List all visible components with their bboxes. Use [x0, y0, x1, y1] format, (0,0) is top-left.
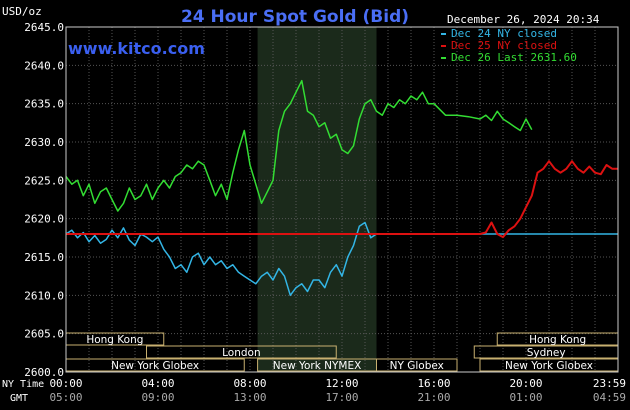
gmt-label: GMT [10, 393, 28, 404]
session-label: London [222, 347, 261, 359]
legend-entry: Dec 26 Last 2631.60 [451, 51, 577, 64]
x-tick-label-gmt: 13:00 [233, 391, 266, 404]
y-tick-label: 2640.0 [24, 59, 64, 72]
x-tick-label-ny: 00:00 [49, 377, 82, 390]
session-label: Hong Kong [86, 334, 143, 346]
session-label: Sydney [527, 347, 566, 359]
plot-frame [65, 26, 619, 373]
y-tick-label: 2600.0 [24, 366, 64, 379]
y-tick-label: 2645.0 [24, 21, 64, 34]
ny-time-label: NY Time [2, 379, 44, 390]
x-tick-label-ny: 08:00 [233, 377, 266, 390]
legend-swatch [441, 57, 446, 59]
x-tick-label-gmt: 09:00 [141, 391, 174, 404]
session-label: New York NYMEX [273, 360, 362, 372]
grid-lines [66, 27, 618, 372]
x-tick-label-ny: 23:59 [593, 377, 626, 390]
session-label: New York Globex [111, 360, 199, 372]
session-bar [376, 358, 458, 372]
session-label: New York Globex [505, 360, 593, 372]
series-line-dec-26 [65, 79, 533, 212]
x-tick-label-gmt: 17:00 [325, 391, 358, 404]
legend-entry: Dec 25 NY closed [451, 39, 557, 52]
y-tick-label: 2630.0 [24, 136, 64, 149]
price-series [65, 79, 618, 297]
nymex-session-shading [257, 27, 377, 372]
kitco-watermark: www.kitco.com [68, 39, 205, 58]
y-tick-label: 2635.0 [24, 98, 64, 111]
y-tick-label: 2610.0 [24, 289, 64, 302]
session-bar [146, 345, 337, 359]
x-tick-label-ny: 16:00 [417, 377, 450, 390]
series-line-dec-25 [66, 160, 618, 239]
y-axis-ticks: 2645.0 2640.0 2635.0 2630.0 2625.0 2620.0 2615… [24, 21, 64, 379]
chart-timestamp: December 26, 2024 20:34 [447, 13, 600, 26]
x-tick-label-ny: 12:00 [325, 377, 358, 390]
legend-swatch [441, 45, 446, 47]
x-tick-label-ny: 04:00 [141, 377, 174, 390]
x-tick-label-gmt: 21:00 [417, 391, 450, 404]
x-tick-label-gmt: 05:00 [49, 391, 82, 404]
session-label: NY Globex [390, 360, 444, 372]
session-label: Hong Kong [529, 334, 586, 346]
y-tick-label: 2625.0 [24, 174, 64, 187]
x-tick-label-ny: 20:00 [509, 377, 542, 390]
x-axis-ticks: 00:00 04:00 08:00 12:00 16:00 20:00 23:59 05:00… [49, 377, 626, 404]
nymex-shade [257, 27, 377, 372]
x-tick-label-gmt: 01:00 [509, 391, 542, 404]
x-tick-label-gmt: 04:59 [593, 391, 626, 404]
y-tick-label: 2620.0 [24, 213, 64, 226]
y-tick-label: 2605.0 [24, 328, 64, 341]
chart-title: 24 Hour Spot Gold (Bid) [181, 7, 409, 27]
y-tick-label: 2615.0 [24, 251, 64, 264]
legend-entry: Dec 24 NY closed [451, 27, 557, 40]
legend-swatch [441, 33, 446, 35]
y-axis-label: USD/oz [2, 5, 42, 18]
